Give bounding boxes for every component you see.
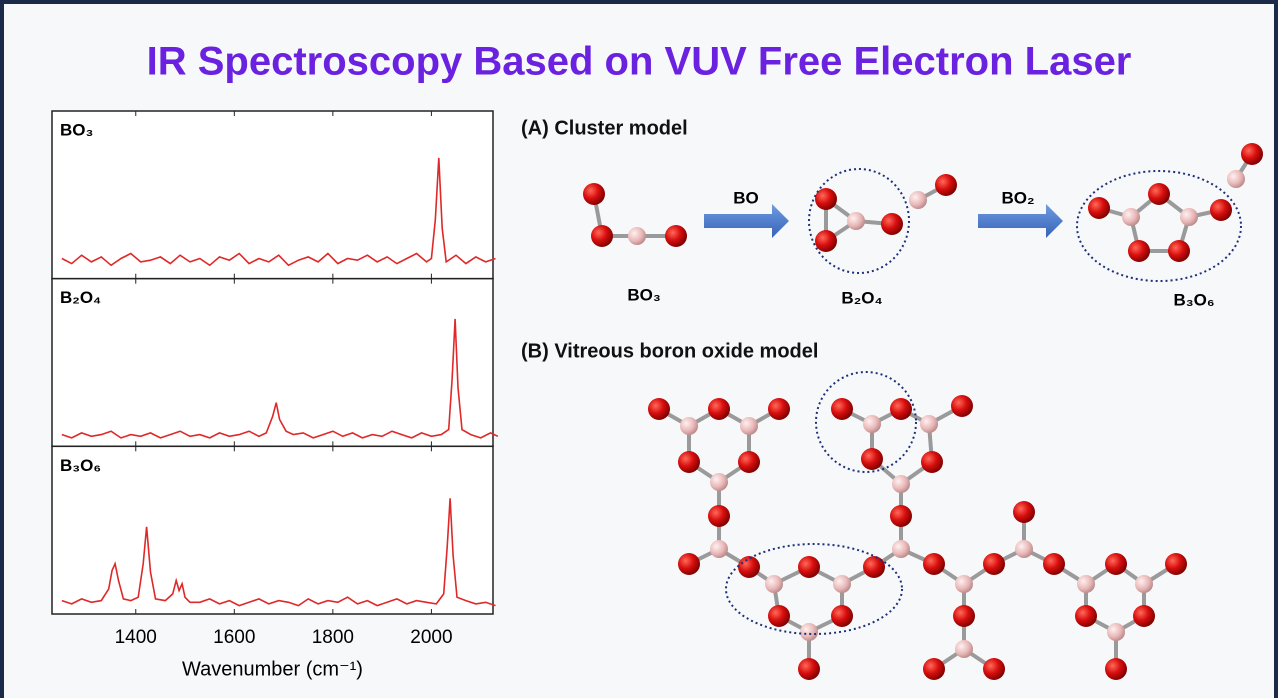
boron-atom [1122, 208, 1140, 226]
oxygen-atom [678, 451, 700, 473]
molecule-label: B₃O₆ [1173, 290, 1214, 309]
panel-label: B₂O₄ [60, 288, 101, 307]
oxygen-atom [815, 230, 837, 252]
section-a-label: (A) Cluster model [521, 117, 688, 139]
oxygen-atom [881, 213, 903, 235]
canvas: IR Spectroscopy Based on VUV Free Electr… [4, 4, 1274, 698]
oxygen-atom [890, 505, 912, 527]
boron-atom [1077, 575, 1095, 593]
boron-atom [1135, 575, 1153, 593]
oxygen-atom [768, 398, 790, 420]
x-tick-label: 1600 [213, 627, 255, 648]
boron-atom [863, 415, 881, 433]
oxygen-atom [951, 395, 973, 417]
boron-atom [765, 575, 783, 593]
oxygen-atom [583, 183, 605, 205]
oxygen-atom [738, 556, 760, 578]
oxygen-atom [923, 658, 945, 680]
oxygen-atom [1128, 240, 1150, 262]
boron-atom [847, 212, 865, 230]
oxygen-atom [1133, 605, 1155, 627]
oxygen-atom [953, 605, 975, 627]
panel-frame [52, 279, 493, 447]
oxygen-atom [708, 505, 730, 527]
oxygen-atom [648, 398, 670, 420]
oxygen-atom [935, 174, 957, 196]
oxygen-atom [983, 553, 1005, 575]
oxygen-atom [1165, 553, 1187, 575]
oxygen-atom [678, 553, 700, 575]
oxygen-atom [1241, 143, 1263, 165]
x-tick-label: 1400 [115, 627, 157, 648]
oxygen-atom [1148, 183, 1170, 205]
boron-atom [710, 540, 728, 558]
oxygen-atom [768, 605, 790, 627]
boron-atom [892, 475, 910, 493]
oxygen-atom [1105, 658, 1127, 680]
oxygen-atom [983, 658, 1005, 680]
arrow-label: BO₂ [1001, 188, 1034, 207]
oxygen-atom [923, 553, 945, 575]
molecule-label: B₂O₄ [841, 288, 882, 307]
oxygen-atom [861, 448, 883, 470]
boron-atom [955, 575, 973, 593]
boron-atom [1015, 540, 1033, 558]
boron-atom [628, 227, 646, 245]
title: IR Spectroscopy Based on VUV Free Electr… [147, 40, 1132, 84]
oxygen-atom [831, 398, 853, 420]
arrow [978, 204, 1063, 238]
boron-atom [909, 191, 927, 209]
oxygen-atom [1210, 199, 1232, 221]
chart: BO₃ B₂O₄ B₃O₆ 1400 1600 1800 2000 Wavenumber (c… [52, 111, 498, 680]
boron-atom [1107, 623, 1125, 641]
x-tick-label: 1800 [312, 627, 354, 648]
oxygen-atom [1043, 553, 1065, 575]
oxygen-atom [798, 658, 820, 680]
boron-atom [955, 640, 973, 658]
boron-atom [892, 540, 910, 558]
oxygen-atom [1088, 197, 1110, 219]
boron-atom [1227, 170, 1245, 188]
boron-atom [680, 417, 698, 435]
boron-atom [740, 417, 758, 435]
arrow [704, 204, 789, 238]
oxygen-atom [831, 605, 853, 627]
panel-label: BO₃ [60, 120, 93, 139]
oxygen-atom [798, 556, 820, 578]
boron-atom [920, 415, 938, 433]
molecules [583, 143, 1263, 680]
panel-label: B₃O₆ [60, 456, 101, 475]
oxygen-atom [1075, 605, 1097, 627]
boron-atom [833, 575, 851, 593]
panel-frame [52, 111, 493, 279]
oxygen-atom [890, 398, 912, 420]
section-b-label: (B) Vitreous boron oxide model [521, 340, 818, 362]
boron-atom [800, 623, 818, 641]
boron-atom [1180, 208, 1198, 226]
x-tick-label: 2000 [410, 627, 452, 648]
slide: IR Spectroscopy Based on VUV Free Electr… [0, 0, 1278, 698]
oxygen-atom [708, 398, 730, 420]
oxygen-atom [1105, 553, 1127, 575]
oxygen-atom [921, 451, 943, 473]
oxygen-atom [665, 225, 687, 247]
x-axis-label: Wavenumber (cm⁻¹) [182, 658, 363, 680]
arrow-label: BO [733, 188, 759, 207]
panel-frame [52, 446, 493, 614]
oxygen-atom [591, 225, 613, 247]
oxygen-atom [1013, 501, 1035, 523]
oxygen-atom [738, 451, 760, 473]
boron-atom [710, 473, 728, 491]
oxygen-atom [1168, 240, 1190, 262]
molecule-label: BO₃ [627, 285, 660, 304]
